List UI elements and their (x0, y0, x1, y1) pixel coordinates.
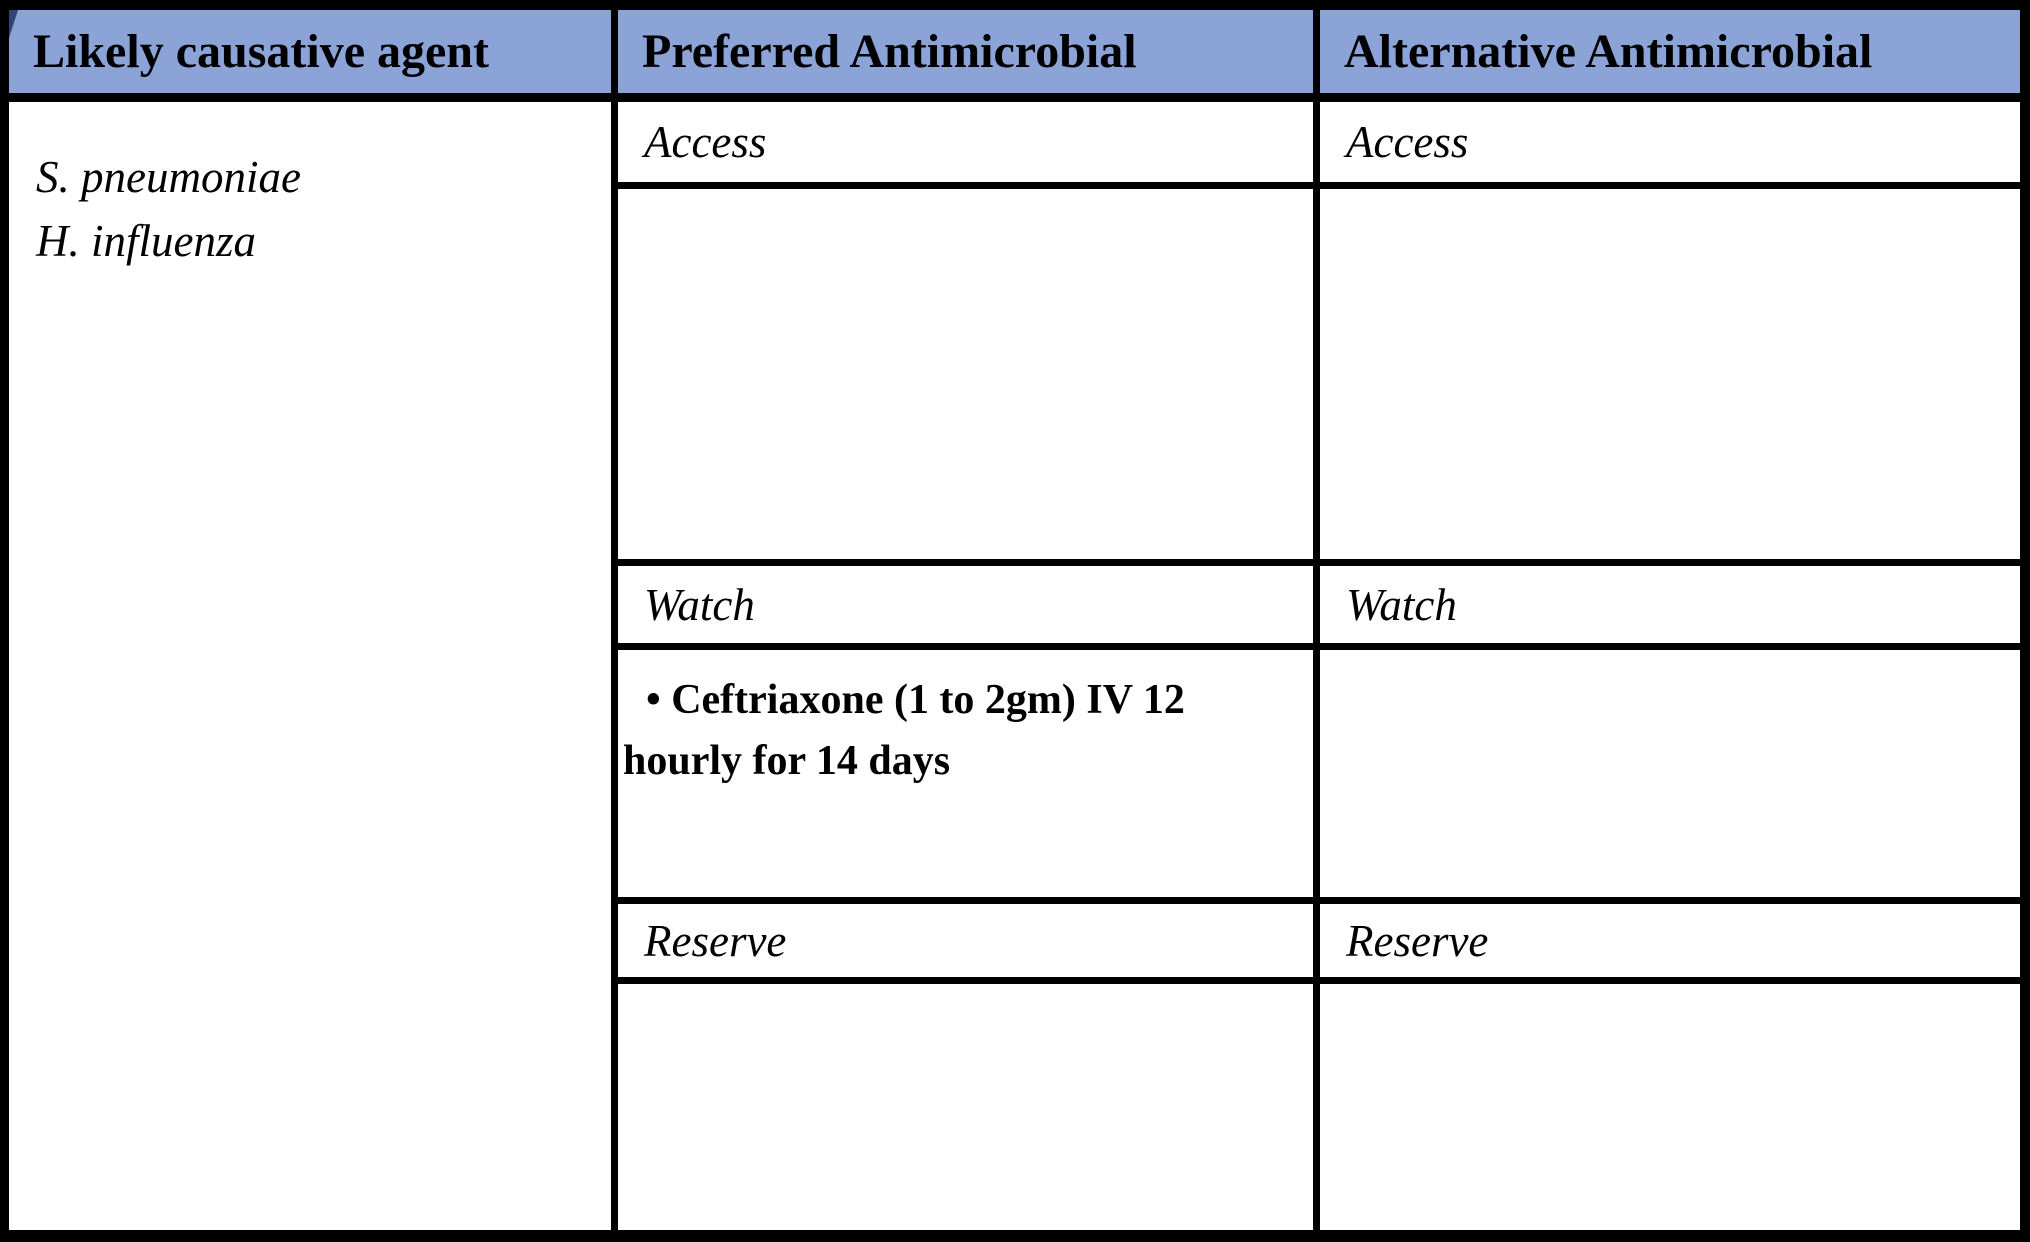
alternative-watch-label: Watch (1320, 566, 2020, 650)
header-alternative-antimicrobial: Alternative Antimicrobial (1320, 10, 2020, 102)
causative-agent-line2: H. influenza (36, 215, 256, 266)
causative-agent-cell: S. pneumoniae H. influenza (9, 102, 618, 1230)
alternative-access-content (1320, 189, 2020, 566)
preferred-reserve-label: Reserve (618, 904, 1320, 984)
alternative-access-label: Access (1320, 102, 2020, 189)
causative-agent-line1: S. pneumoniae (36, 152, 301, 202)
header-preferred-antimicrobial: Preferred Antimicrobial (618, 10, 1320, 102)
preferred-reserve-content (618, 984, 1320, 1230)
alternative-reserve-label: Reserve (1320, 904, 2020, 984)
header-likely-causative-agent: Likely causative agent (9, 10, 618, 102)
alternative-reserve-content (1320, 984, 2020, 1230)
preferred-access-label: Access (618, 102, 1320, 189)
scan-artifact (9, 10, 18, 38)
preferred-watch-label: Watch (618, 566, 1320, 650)
preferred-access-content (618, 189, 1320, 566)
preferred-watch-content: • Ceftriaxone (1 to 2gm) IV 12 hourly fo… (618, 650, 1320, 904)
alternative-watch-content (1320, 650, 2020, 904)
